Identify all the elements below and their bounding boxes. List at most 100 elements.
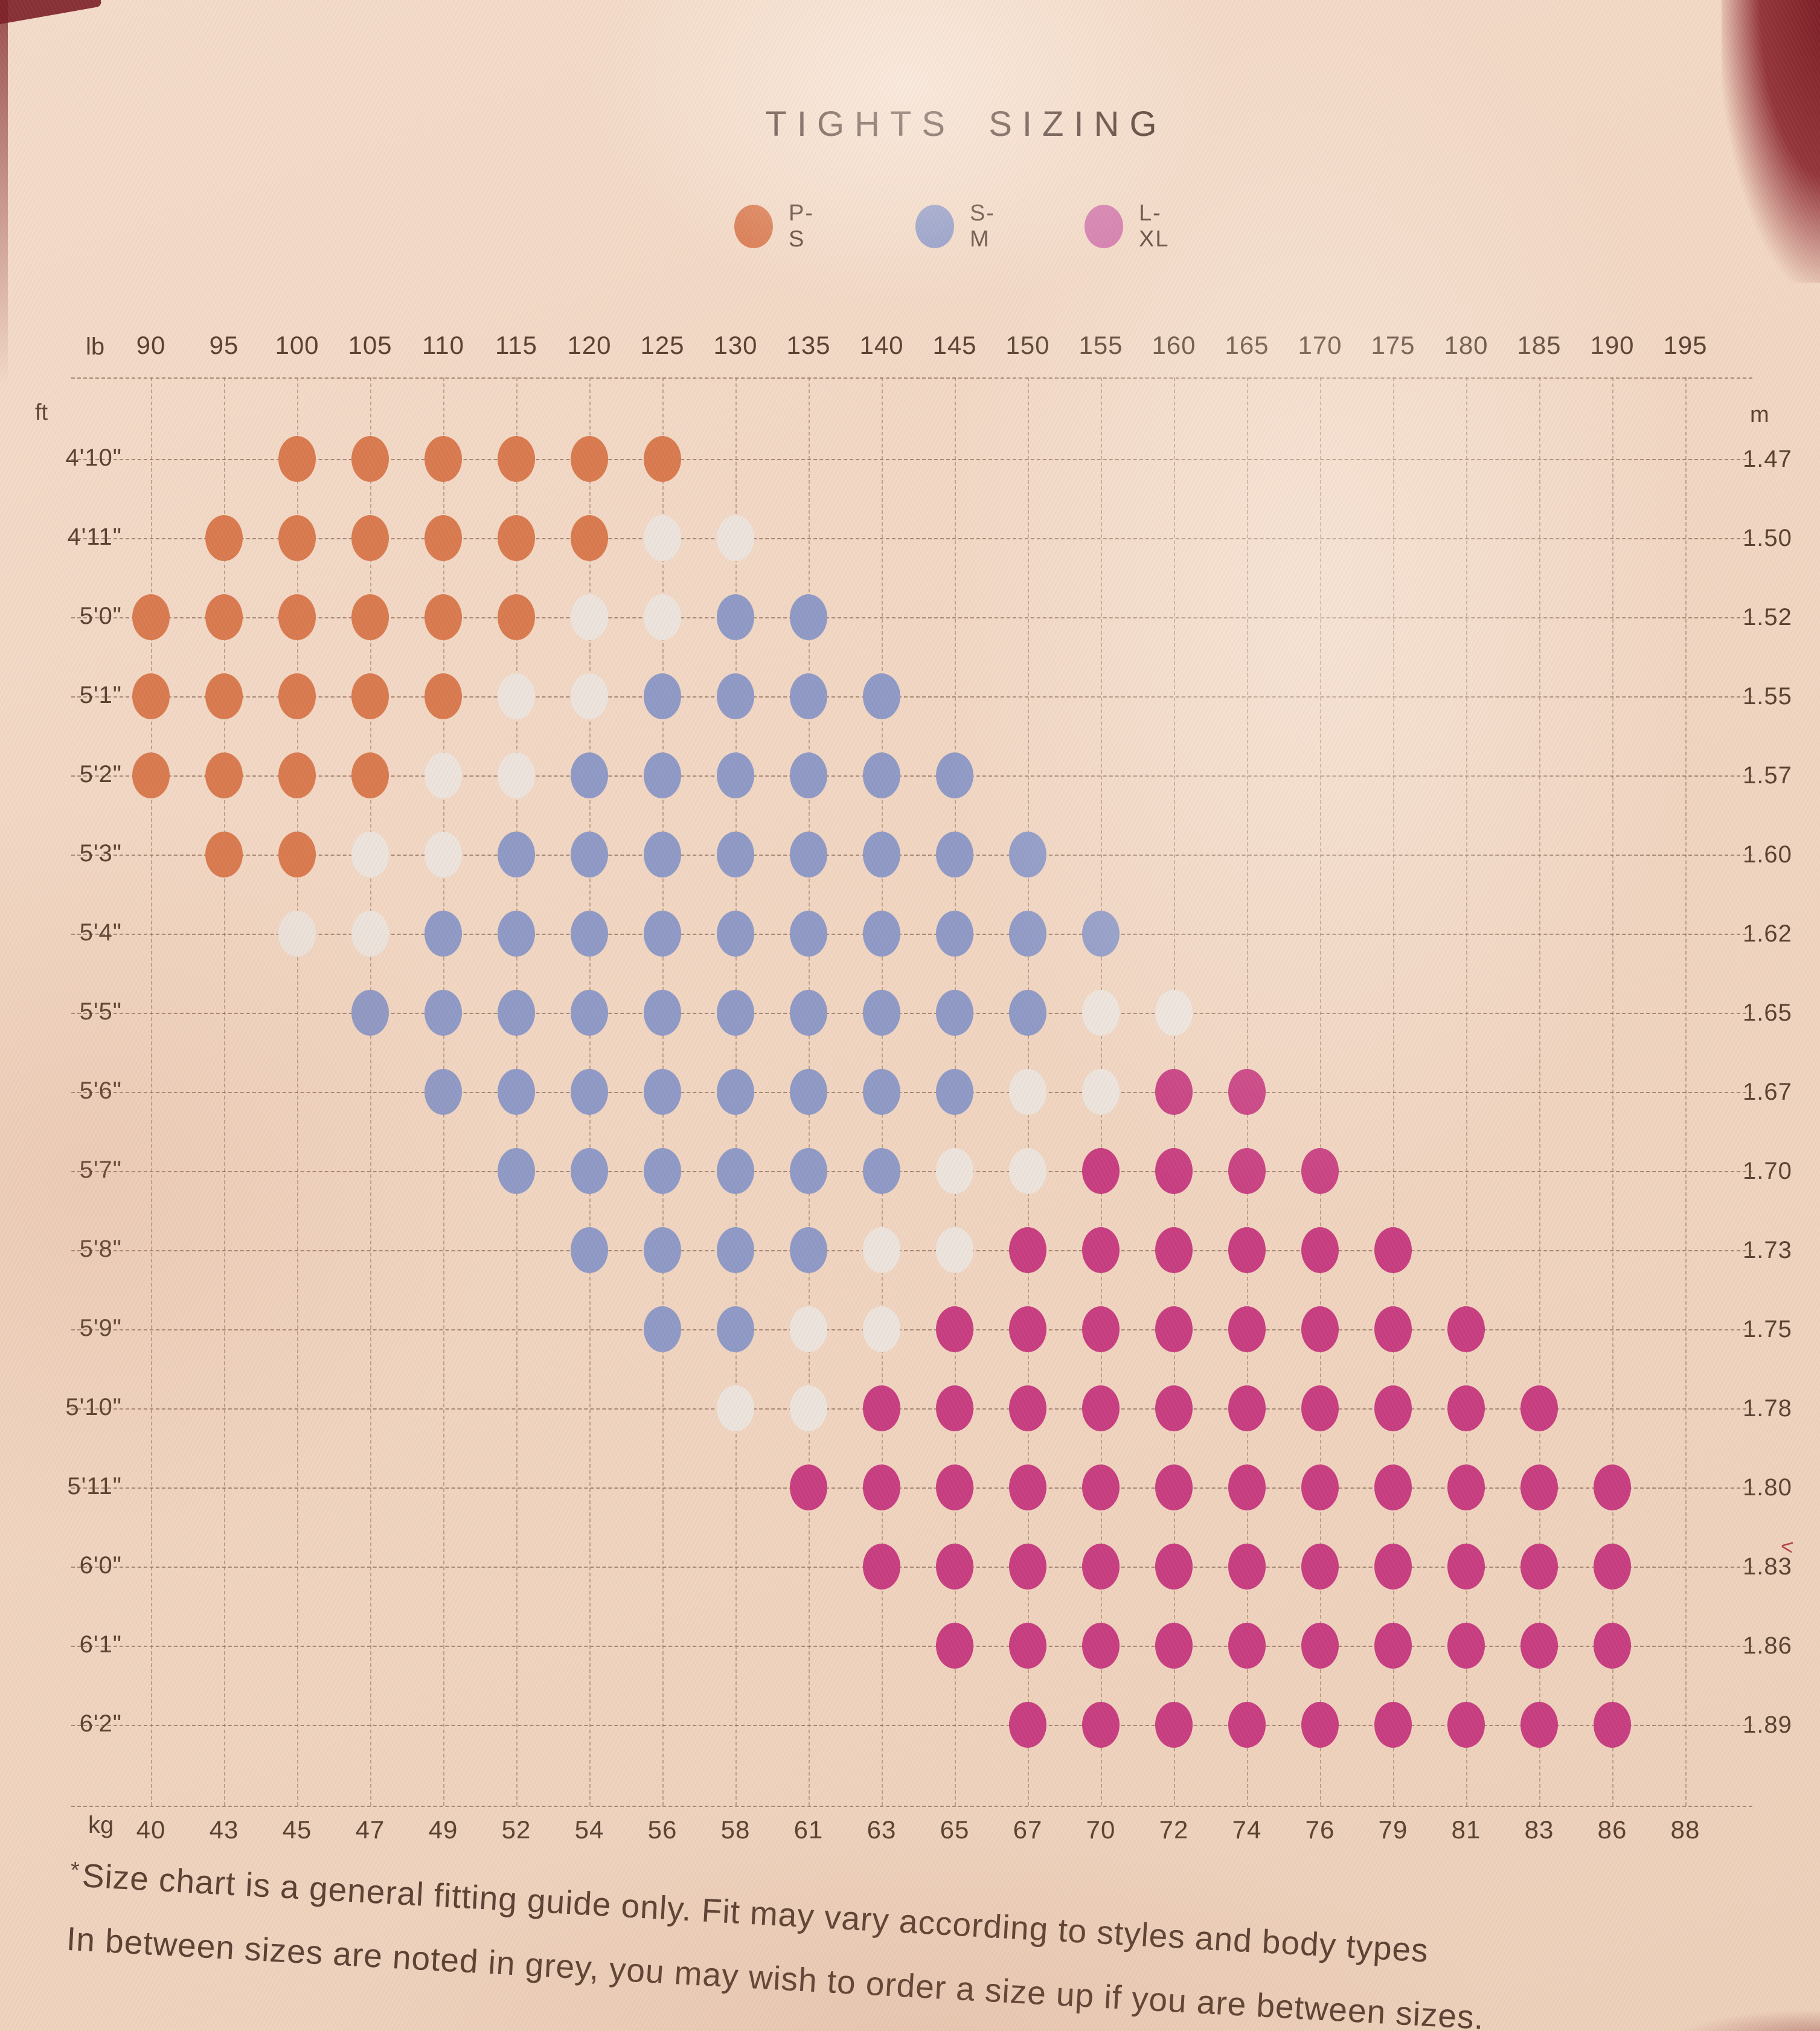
tick-label-ft: 5'0" — [79, 603, 122, 629]
tick-label-kg: 81 — [1451, 1815, 1481, 1844]
size-dot-ps — [205, 832, 243, 878]
size-dot-ps — [132, 673, 170, 719]
tick-label-m: 1.62 — [1743, 920, 1792, 947]
size-dot-ps — [351, 594, 389, 640]
size-dot-lxl — [1594, 1544, 1631, 1590]
size-dot-lxl — [1009, 1544, 1046, 1590]
size-dot-sm — [644, 1227, 681, 1273]
tick-label-kg: 76 — [1305, 1815, 1335, 1844]
tick-label-lb: 105 — [348, 331, 393, 359]
size-dot-lxl — [1447, 1306, 1485, 1352]
size-dot-lxl — [863, 1465, 900, 1510]
tick-label-ft: 4'11" — [67, 524, 122, 550]
size-dot-sm — [425, 911, 462, 957]
size-dot-ps — [278, 832, 316, 878]
size-dot-ps — [498, 594, 535, 640]
size-dot-lxl — [936, 1385, 973, 1431]
size-dot-ps — [644, 436, 681, 482]
size-dot-lxl — [863, 1385, 900, 1431]
size-dot-lxl — [1009, 1227, 1046, 1273]
tick-label-lb: 95 — [209, 331, 239, 359]
photo-edge-mark: < — [1779, 1533, 1795, 1560]
size-dot-ps — [205, 594, 243, 640]
size-dot-lxl — [1228, 1385, 1266, 1431]
grid-line-vertical — [1539, 377, 1540, 1806]
tick-label-lb: 170 — [1298, 331, 1342, 359]
size-dot-sm — [351, 990, 389, 1036]
tick-label-m: 1.89 — [1743, 1712, 1792, 1738]
size-dot-lxl — [1301, 1385, 1339, 1431]
size-dot-lxl — [1447, 1385, 1485, 1431]
size-dot-btw — [717, 515, 754, 561]
size-dot-btw — [644, 594, 681, 640]
size-dot-lxl — [1082, 1385, 1120, 1431]
grid-line-horizontal — [71, 1171, 1752, 1172]
size-dot-lxl — [1228, 1148, 1266, 1194]
legend-item-lxl: L-XL — [1085, 201, 1169, 252]
axis-unit-m: m — [1750, 402, 1769, 428]
photo-edge-bottom-right — [1675, 2009, 1820, 2031]
tick-label-lb: 165 — [1225, 331, 1269, 359]
size-dot-ps — [205, 752, 243, 798]
grid-line-horizontal — [71, 1806, 1752, 1807]
tick-label-m: 1.70 — [1743, 1158, 1792, 1184]
grid-line-horizontal — [71, 1408, 1752, 1410]
size-dot-sm — [936, 990, 973, 1036]
size-dot-btw — [278, 911, 316, 957]
grid-line-vertical — [370, 377, 371, 1806]
grid-line-horizontal — [71, 1567, 1752, 1568]
grid-line-horizontal — [71, 1646, 1752, 1647]
axis-unit-kg: kg — [88, 1812, 114, 1838]
tick-label-m: 1.78 — [1743, 1395, 1792, 1422]
tick-label-ft: 5'2" — [79, 761, 122, 788]
size-dot-ps — [425, 436, 462, 482]
size-dot-sm — [863, 911, 900, 957]
tick-label-lb: 175 — [1371, 331, 1415, 359]
size-dot-sm — [790, 594, 827, 640]
size-dot-sm — [717, 673, 754, 719]
legend-swatch-sm-icon — [915, 205, 954, 248]
tick-label-lb: 145 — [932, 331, 977, 359]
tick-label-lb: 140 — [859, 331, 904, 359]
size-dot-btw — [1082, 990, 1120, 1036]
size-dot-lxl — [1228, 1623, 1266, 1669]
size-dot-sm — [717, 1306, 754, 1352]
size-dot-lxl — [1520, 1544, 1558, 1590]
grid-line-vertical — [1466, 377, 1467, 1806]
size-dot-sm — [498, 911, 535, 957]
size-dot-sm — [1082, 911, 1120, 957]
grid-line-horizontal — [71, 377, 1752, 379]
size-dot-sm — [790, 1069, 827, 1115]
size-dot-lxl — [1155, 1702, 1193, 1748]
size-dot-lxl — [1082, 1227, 1120, 1273]
size-dot-lxl — [1009, 1623, 1046, 1669]
size-dot-lxl — [1447, 1465, 1485, 1510]
grid-line-vertical — [1685, 377, 1687, 1806]
grid-line-vertical — [297, 377, 298, 1806]
size-dot-btw — [351, 832, 389, 878]
size-dot-sm — [717, 1148, 754, 1194]
size-dot-lxl — [1228, 1306, 1266, 1352]
size-dot-lxl — [1447, 1544, 1485, 1590]
size-dot-sm — [790, 1227, 827, 1273]
tick-label-lb: 195 — [1663, 331, 1708, 359]
legend-item-ps: P-S — [734, 201, 814, 252]
size-dot-lxl — [1374, 1544, 1412, 1590]
tick-label-m: 1.55 — [1743, 683, 1792, 710]
tick-label-ft: 6'2" — [79, 1710, 122, 1737]
tick-label-lb: 115 — [495, 331, 537, 359]
size-dot-lxl — [1301, 1227, 1339, 1273]
size-dot-ps — [351, 436, 389, 482]
size-dot-btw — [498, 752, 535, 798]
size-dot-sm — [644, 990, 681, 1036]
size-dot-lxl — [1009, 1702, 1046, 1748]
size-dot-btw — [351, 911, 389, 957]
size-dot-btw — [425, 752, 462, 798]
legend-swatch-ps-icon — [734, 205, 773, 248]
tick-label-kg: 40 — [136, 1815, 166, 1844]
tick-label-kg: 52 — [501, 1815, 531, 1844]
size-dot-lxl — [1374, 1623, 1412, 1669]
grid-line-horizontal — [71, 1013, 1752, 1014]
size-dot-sm — [571, 1227, 608, 1273]
tick-label-ft: 6'0" — [79, 1552, 122, 1579]
